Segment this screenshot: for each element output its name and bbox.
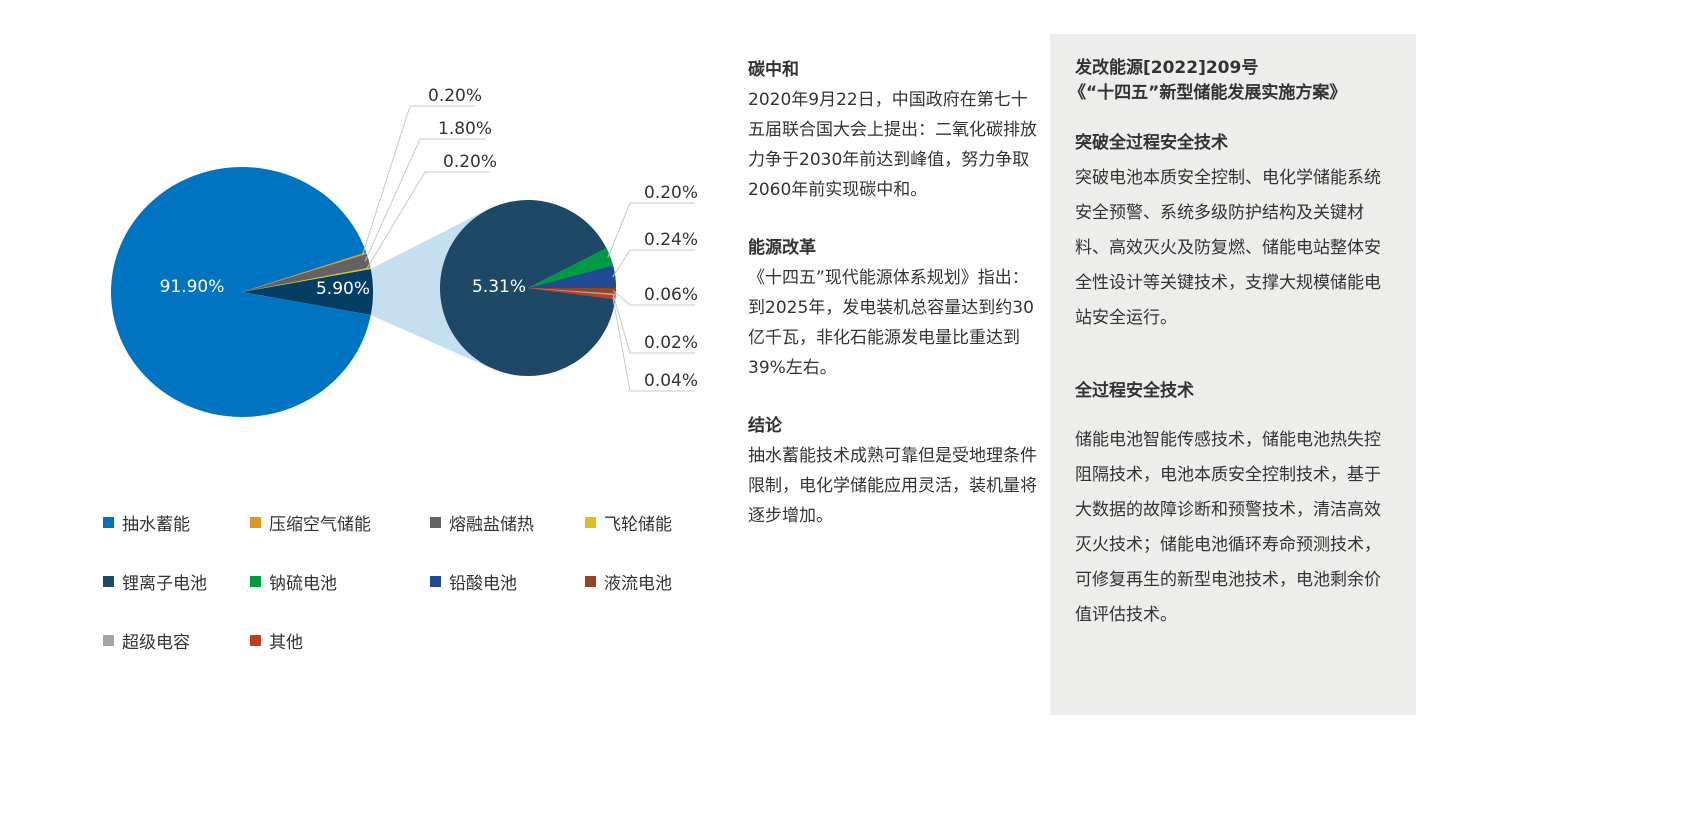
leader-line	[612, 290, 695, 306]
leader-line	[612, 249, 695, 278]
legend-label: 铅酸电池	[449, 574, 517, 594]
legend-item: 超级电容	[103, 628, 250, 653]
section-title: 能源改革	[748, 238, 816, 258]
section-title: 突破全过程安全技术	[1075, 133, 1228, 153]
legend-item: 钠硫电池	[250, 569, 430, 594]
slice-secondary	[528, 287, 616, 294]
legend-item: 铅酸电池	[430, 569, 585, 594]
data-label: 5.31%	[472, 277, 526, 297]
leader-line	[362, 105, 475, 255]
legend-swatch	[585, 576, 596, 587]
leader-line	[607, 202, 695, 258]
slice-primary	[110, 166, 371, 417]
chart-legend: 抽水蓄能 压缩空气储能 熔融盐储热 飞轮储能锂离子电池 钠硫电池 铅酸电池 液流电池超级电容…	[103, 510, 723, 653]
section-title: 全过程安全技术	[1075, 381, 1194, 401]
legend-item: 飞轮储能	[585, 510, 725, 535]
slice-primary	[242, 267, 371, 292]
legend-item: 锂离子电池	[103, 569, 250, 594]
section-title: 碳中和	[748, 60, 799, 80]
legend-label: 锂离子电池	[122, 574, 207, 594]
legend-item: 抽水蓄能	[103, 510, 250, 535]
data-label: 0.04%	[644, 371, 698, 391]
leader-line	[612, 294, 695, 354]
section-text: 《十四五”现代能源体系规划》指出：到2025年，发电装机总容量达到约30亿千瓦，…	[748, 268, 1034, 378]
legend-swatch	[103, 576, 114, 587]
slice-secondary	[528, 288, 616, 296]
data-label: 1.80%	[438, 119, 492, 139]
panel-title: 发改能源[2022]209号	[1075, 58, 1259, 78]
legend-swatch	[250, 517, 261, 528]
legend-item: 压缩空气储能	[250, 510, 430, 535]
slice-secondary	[528, 288, 616, 300]
legend-label: 超级电容	[122, 633, 190, 653]
data-label: 5.90%	[316, 279, 370, 299]
section-text: 突破电池本质安全控制、电化学储能系统安全预警、系统多级防护结构及关键材料、高效灭…	[1075, 168, 1381, 328]
slice-secondary	[528, 265, 616, 288]
slice-secondary	[528, 248, 614, 288]
legend-item: 其他	[250, 628, 430, 653]
data-label: 91.90%	[160, 277, 225, 297]
legend-swatch	[103, 635, 114, 646]
slice-electrochemical	[242, 268, 373, 316]
panel-subtitle: 《“十四五”新型储能发展实施方案》	[1069, 83, 1347, 103]
data-label: 0.20%	[443, 152, 497, 172]
legend-item: 液流电池	[585, 569, 725, 594]
pie-of-pie-chart: 91.90% 5.90% 5.31% 0.20% 1.80% 0.20% 0.20% 0.24…	[110, 86, 698, 417]
legend-swatch	[103, 517, 114, 528]
legend-swatch	[250, 576, 261, 587]
legend-label: 抽水蓄能	[122, 515, 190, 535]
legend-swatch	[430, 517, 441, 528]
slice-primary	[242, 252, 367, 292]
legend-label: 压缩空气储能	[269, 515, 371, 535]
leader-line	[364, 138, 485, 262]
legend-label: 熔融盐储热	[449, 515, 534, 535]
policy-panel: 发改能源[2022]209号 《“十四五”新型储能发展实施方案》 突破全过程安全…	[1050, 34, 1416, 715]
data-label: 0.20%	[428, 86, 482, 106]
legend-swatch	[585, 517, 596, 528]
data-label: 0.06%	[644, 285, 698, 305]
data-label: 0.20%	[644, 183, 698, 203]
section-text: 2020年9月22日，中国政府在第七十五届联合国大会上提出：二氧化碳排放力争于2…	[748, 90, 1037, 200]
section-title: 结论	[748, 416, 782, 436]
legend-label: 其他	[269, 633, 303, 653]
data-label: 0.24%	[644, 230, 698, 250]
slice-lithium	[440, 200, 616, 377]
legend-label: 钠硫电池	[269, 574, 337, 594]
legend-label: 飞轮储能	[604, 515, 672, 535]
legend-swatch	[250, 635, 261, 646]
middle-text-column: 碳中和 2020年9月22日，中国政府在第七十五届联合国大会上提出：二氧化碳排放…	[748, 55, 1038, 559]
legend-item: 熔融盐储热	[430, 510, 585, 535]
slice-primary	[242, 253, 371, 292]
legend-swatch	[430, 576, 441, 587]
leader-line	[612, 297, 695, 392]
data-label: 0.02%	[644, 333, 698, 353]
section-text: 抽水蓄能技术成熟可靠但是受地理条件限制，电化学储能应用灵活，装机量将逐步增加。	[748, 446, 1037, 526]
legend-label: 液流电池	[604, 574, 672, 594]
section-text: 储能电池智能传感技术，储能电池热失控阻隔技术，电池本质安全控制技术，基于大数据的…	[1075, 430, 1381, 625]
leader-line	[366, 171, 490, 270]
